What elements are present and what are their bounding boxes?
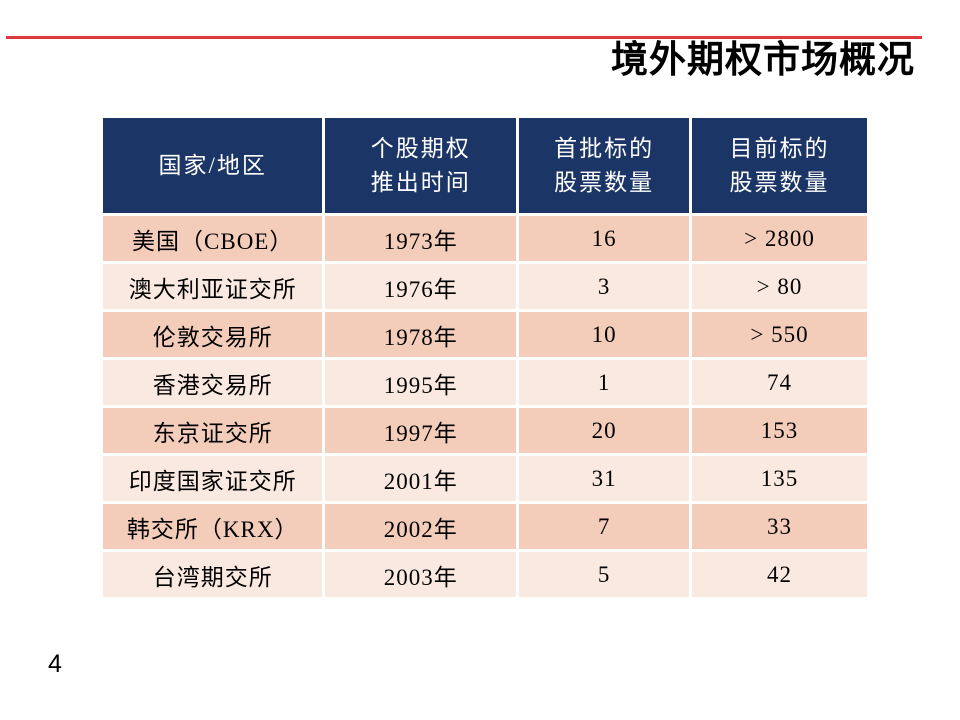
table-cell: 香港交易所 (103, 360, 323, 405)
table-cell: > 2800 (692, 216, 867, 261)
table-cell: 1976年 (325, 264, 517, 309)
table-cell: > 550 (692, 312, 867, 357)
table-cell: 16 (519, 216, 690, 261)
table-cell: 2002年 (325, 504, 517, 549)
table-cell: 东京证交所 (103, 408, 323, 453)
table-cell: 美国（CBOE） (103, 216, 323, 261)
page-number: 4 (48, 650, 62, 678)
table-cell: 153 (692, 408, 867, 453)
table-header-initial-stocks: 首批标的 股票数量 (519, 118, 690, 213)
table-cell: 7 (519, 504, 690, 549)
table-cell: 135 (692, 456, 867, 501)
table-cell: 1978年 (325, 312, 517, 357)
table-cell: 韩交所（KRX） (103, 504, 323, 549)
table-cell: 3 (519, 264, 690, 309)
table-header-current-stocks: 目前标的 股票数量 (692, 118, 867, 213)
table-header-launch-time: 个股期权 推出时间 (325, 118, 517, 213)
table-cell: 印度国家证交所 (103, 456, 323, 501)
table-cell: 1 (519, 360, 690, 405)
table-cell: 澳大利亚证交所 (103, 264, 323, 309)
options-market-table: 国家/地区 个股期权 推出时间 首批标的 股票数量 目前标的 股票数量 美国（C… (103, 118, 867, 597)
table-cell: 2003年 (325, 552, 517, 597)
title-accent-line (6, 36, 922, 39)
table-cell: 31 (519, 456, 690, 501)
table-cell: 74 (692, 360, 867, 405)
table-cell: 5 (519, 552, 690, 597)
table-cell: 42 (692, 552, 867, 597)
table-cell: 1995年 (325, 360, 517, 405)
table-cell: 20 (519, 408, 690, 453)
slide-title: 境外期权市场概况 (611, 39, 915, 80)
table-cell: 台湾期交所 (103, 552, 323, 597)
table-header-country: 国家/地区 (103, 118, 323, 213)
table-cell: 伦敦交易所 (103, 312, 323, 357)
table-cell: > 80 (692, 264, 867, 309)
table-cell: 1997年 (325, 408, 517, 453)
table-cell: 10 (519, 312, 690, 357)
table-cell: 2001年 (325, 456, 517, 501)
table-cell: 1973年 (325, 216, 517, 261)
table-cell: 33 (692, 504, 867, 549)
